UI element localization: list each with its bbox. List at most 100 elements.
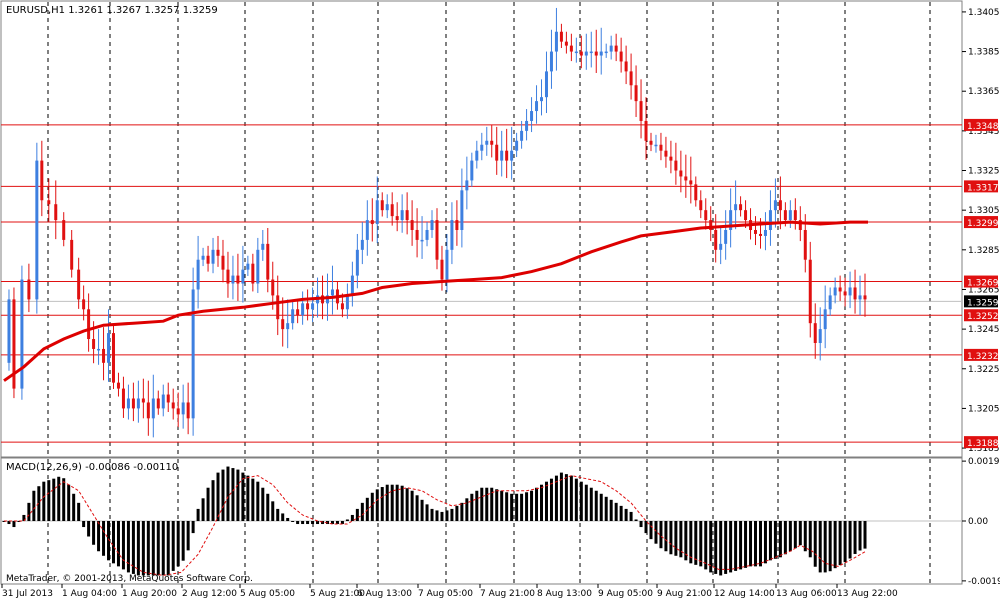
macd-bar [624, 508, 628, 521]
candle-body [818, 329, 822, 343]
candle-body [604, 51, 608, 54]
y-tick-label: 1.3285 [968, 246, 1000, 256]
level-tag-label: 1.3299 [967, 219, 999, 229]
macd-bar [47, 480, 51, 521]
candle-body [510, 150, 514, 161]
macd-bar [823, 521, 827, 573]
candle-body [380, 200, 384, 211]
candle-body [549, 51, 553, 72]
macd-bar [435, 510, 439, 521]
macd-bar [425, 504, 429, 521]
macd-bar [440, 511, 444, 521]
level-tag-label: 1.3252 [967, 312, 999, 322]
macd-bar [554, 475, 558, 521]
candle-body [365, 220, 369, 240]
y-tick-label: 1.3345 [968, 127, 1000, 137]
candle-body [515, 140, 519, 151]
candle-body [530, 111, 534, 121]
candle-body [141, 398, 145, 403]
macd-bar [828, 521, 832, 572]
macd-bar [420, 499, 424, 521]
level-tag [964, 180, 998, 193]
macd-bar [360, 502, 364, 521]
candle-body [325, 295, 329, 304]
macd-bar [739, 521, 743, 570]
macd-bar [629, 511, 633, 521]
candle-body [639, 101, 643, 121]
macd-bar [171, 521, 175, 571]
macd-bar [191, 521, 195, 534]
macd-bar [684, 521, 688, 561]
macd-bar [843, 521, 847, 563]
candle-body [261, 243, 265, 250]
macd-bar [62, 478, 66, 521]
candle-body [788, 210, 792, 221]
macd-bar [116, 521, 120, 567]
macd-label: MACD(12,26,9) -0.00086 -0.00110 [6, 462, 178, 473]
macd-bar [87, 521, 91, 537]
y-tick-label: 1.3205 [968, 404, 1000, 414]
candle-body [251, 263, 255, 284]
macd-bar [390, 484, 394, 521]
candle-body [12, 299, 16, 389]
y-tick-label: 1.3365 [968, 87, 1000, 97]
macd-bar [664, 521, 668, 552]
macd-bar [17, 521, 21, 522]
candle-body [664, 150, 668, 157]
candle-body [584, 51, 588, 56]
candle-body [256, 249, 260, 284]
macd-bar [858, 521, 862, 551]
macd-bar [345, 519, 349, 521]
candle-body [241, 269, 245, 284]
macd-bar [445, 510, 449, 521]
macd-bar [430, 508, 434, 521]
candle-body [704, 210, 708, 221]
candle-body [500, 150, 504, 161]
macd-bar [380, 487, 384, 521]
macd-bar [196, 508, 200, 521]
macd-bar [221, 469, 225, 521]
macd-bar [559, 472, 563, 521]
macd-bar [734, 521, 738, 571]
candle-body [599, 51, 603, 56]
candle-body [410, 220, 414, 230]
x-tick-label: 1 Aug 04:00 [62, 589, 117, 599]
macd-bar [579, 481, 583, 521]
candle-body [783, 210, 787, 221]
macd-bar [311, 521, 315, 525]
macd-bar [415, 495, 419, 521]
candle-body [455, 220, 459, 230]
macd-bar [186, 521, 190, 551]
candle-body [211, 249, 215, 264]
macd-bar [480, 487, 484, 521]
macd-bar [490, 487, 494, 521]
candle-body [659, 144, 663, 151]
macd-bar [216, 472, 220, 521]
macd-bar [699, 521, 703, 567]
macd-bar [256, 481, 260, 521]
macd-bar [644, 521, 648, 534]
candle-body [286, 323, 290, 330]
candle-body [540, 97, 544, 102]
macd-bar [679, 521, 683, 558]
macd-bar [107, 521, 111, 561]
candle-body [465, 180, 469, 191]
macd-bar [231, 468, 235, 521]
candle-body [689, 180, 693, 185]
macd-bar [121, 521, 125, 570]
candle-body [70, 239, 74, 270]
candle-body [763, 229, 767, 236]
candle-body [47, 200, 51, 205]
macd-bar [589, 487, 593, 521]
macd-bar [276, 508, 280, 521]
macd-bar [763, 521, 767, 564]
macd-bar [853, 521, 857, 554]
moving-average-line [3, 220, 868, 382]
macd-bar [639, 521, 643, 528]
macd-bar [236, 469, 240, 521]
candle-body [7, 299, 11, 363]
macd-bar [350, 514, 354, 521]
candle-body [729, 210, 733, 230]
